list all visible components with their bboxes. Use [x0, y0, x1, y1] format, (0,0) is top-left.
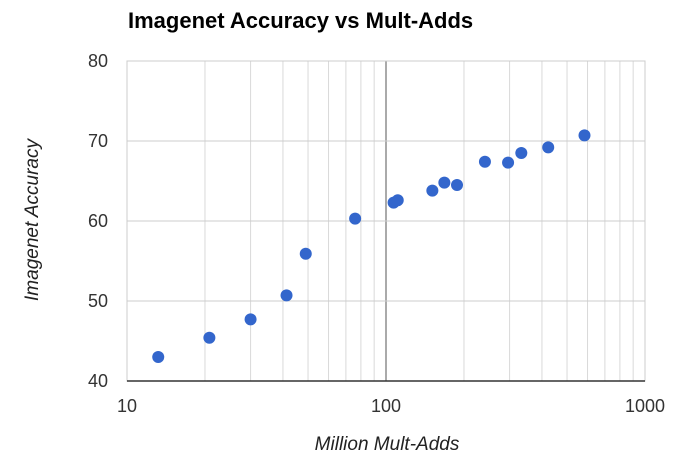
data-point	[451, 179, 464, 191]
data-point	[578, 129, 591, 142]
chart-title: Imagenet Accuracy vs Mult-Adds	[128, 8, 474, 33]
data-point	[542, 141, 555, 154]
data-point	[438, 176, 451, 189]
y-tick-label: 50	[88, 291, 108, 311]
data-point	[203, 331, 216, 344]
data-point	[244, 313, 257, 326]
data-point	[515, 147, 528, 159]
data-point	[280, 289, 293, 302]
x-tick-label: 100	[371, 396, 401, 416]
tick-labels: 10 100 1000 40 50 60 70 80	[88, 51, 665, 416]
data-point	[502, 156, 515, 169]
grid-lines	[127, 60, 645, 382]
x-tick-label: 1000	[625, 396, 665, 416]
x-tick-label: 10	[117, 396, 137, 416]
data-point	[349, 212, 362, 225]
y-tick-label: 80	[88, 51, 108, 71]
y-axis-label: Imagenet Accuracy	[22, 138, 43, 301]
data-point	[426, 184, 439, 197]
y-tick-label: 60	[88, 211, 108, 231]
data-point	[299, 247, 312, 260]
data-point	[391, 194, 404, 207]
data-points	[152, 129, 591, 363]
data-point	[478, 155, 491, 168]
x-axis-label: Million Mult-Adds	[315, 434, 460, 455]
data-point	[152, 351, 165, 363]
axes	[126, 60, 646, 382]
y-tick-label: 40	[88, 371, 108, 391]
y-tick-label: 70	[88, 131, 108, 151]
